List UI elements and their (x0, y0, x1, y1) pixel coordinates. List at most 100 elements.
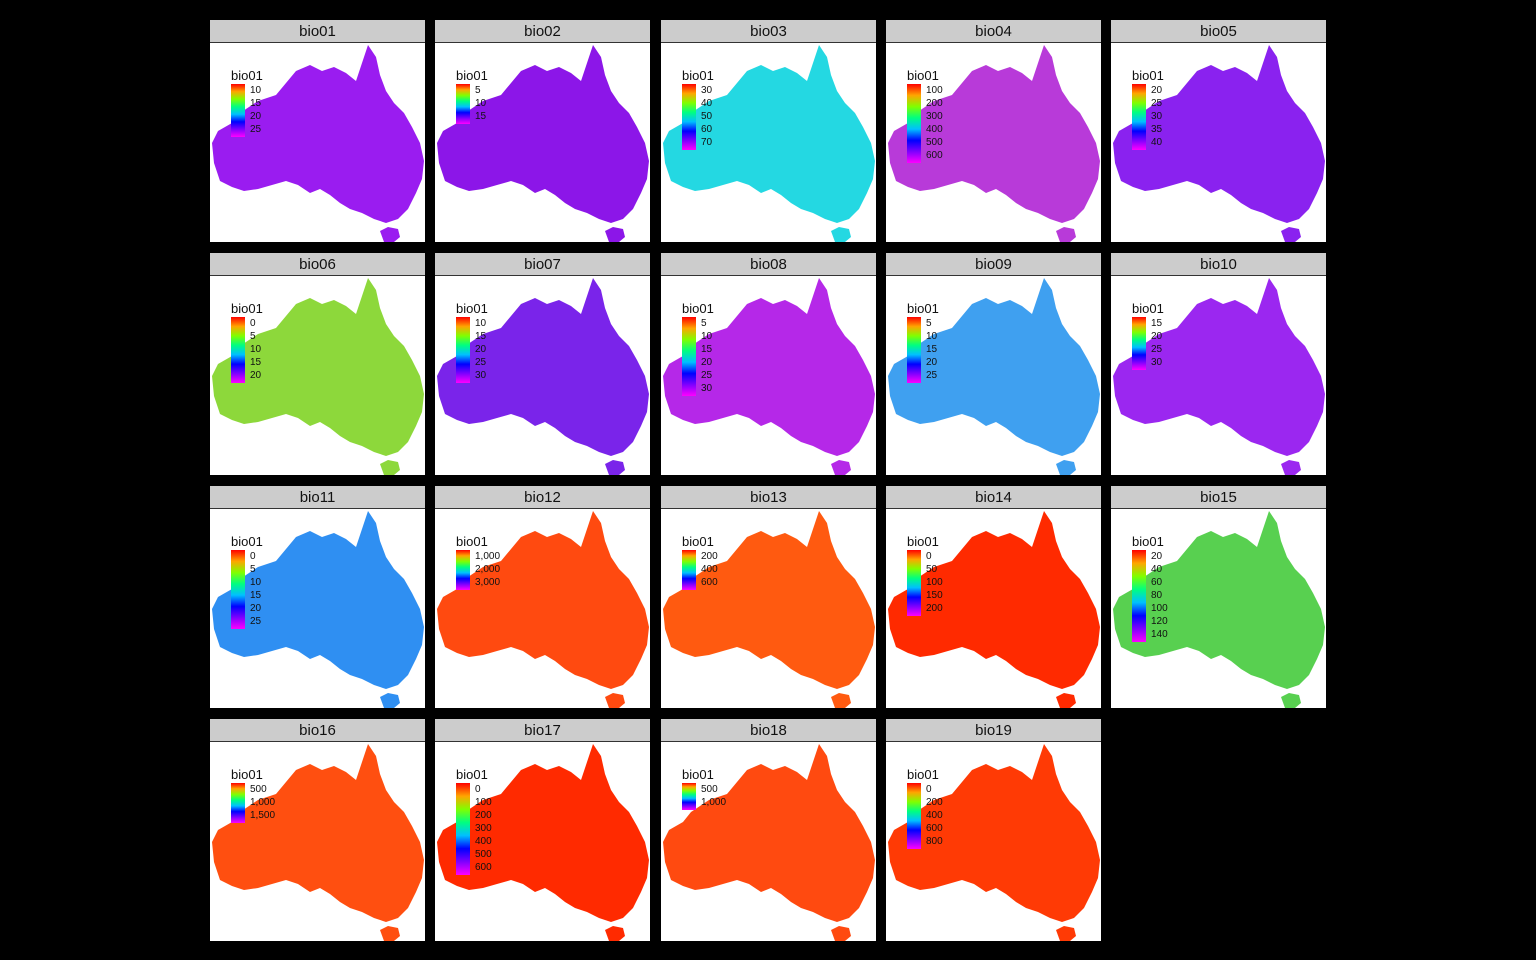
mainland-raster (888, 511, 1100, 689)
legend-title: bio01 (456, 68, 488, 83)
mainland-raster (437, 511, 649, 689)
map-panel-bio19: bio19 bio01 0 200 400 600 800 (886, 719, 1101, 941)
tasmania-raster (1056, 227, 1076, 242)
panel-title: bio16 (210, 719, 425, 742)
legend-color-bar (907, 550, 921, 616)
tasmania-raster (1056, 693, 1076, 708)
panel-title: bio11 (210, 486, 425, 509)
australia-map (663, 45, 875, 242)
australia-map (663, 744, 875, 941)
legend-tick-label: 15 (250, 590, 262, 601)
legend-tick-label: 25 (701, 370, 713, 381)
mainland-raster (888, 744, 1100, 922)
australia-map (1113, 45, 1325, 242)
panel-title: bio06 (210, 253, 425, 276)
legend-tick-label: 10 (250, 85, 262, 96)
legend-tick-label: 15 (701, 344, 713, 355)
map-panel-bio09: bio09 bio01 5 10 15 20 25 (886, 253, 1101, 475)
legend-color-bar (907, 84, 921, 163)
legend-tick-label: 0 (475, 784, 481, 795)
legend-tick-label: 20 (1151, 85, 1163, 96)
panel-title: bio15 (1111, 486, 1326, 509)
mainland-raster (888, 45, 1100, 223)
panel-title: bio02 (435, 20, 650, 43)
legend-tick-label: 30 (475, 370, 487, 381)
legend-color-bar (456, 783, 470, 875)
tasmania-raster (831, 926, 851, 941)
tasmania-raster (1281, 227, 1301, 242)
mainland-raster (663, 278, 875, 456)
map-panel-bio02: bio02 bio01 5 10 15 (435, 20, 650, 242)
legend-tick-label: 1,000 (701, 797, 727, 808)
legend-tick-label: 300 (926, 111, 943, 122)
mainland-raster (212, 45, 424, 223)
legend-tick-label: 20 (701, 357, 713, 368)
australia-map (437, 45, 649, 242)
tasmania-raster (1281, 460, 1301, 475)
legend-tick-label: 15 (1151, 318, 1163, 329)
mainland-raster (663, 511, 875, 689)
legend-tick-label: 300 (475, 823, 492, 834)
legend-color-bar (231, 84, 245, 137)
mainland-raster (437, 744, 649, 922)
mainland-raster (663, 45, 875, 223)
map-panel-bio12: bio12 bio01 1,000 2,000 3,000 (435, 486, 650, 708)
legend-color-bar (682, 550, 696, 590)
legend-tick-label: 200 (701, 551, 718, 562)
legend-color-bar (456, 317, 470, 383)
legend-tick-label: 25 (1151, 344, 1163, 355)
australia-map (888, 278, 1100, 475)
map-panel-bio13: bio13 bio01 200 400 600 (661, 486, 876, 708)
panel-title: bio10 (1111, 253, 1326, 276)
legend-tick-label: 400 (475, 836, 492, 847)
tasmania-raster (380, 460, 400, 475)
mainland-raster (1113, 511, 1325, 689)
legend-tick-label: 100 (926, 577, 943, 588)
tasmania-raster (605, 926, 625, 941)
map-panel-bio04: bio04 bio01 100 200 300 400 500 600 (886, 20, 1101, 242)
legend-tick-label: 30 (701, 383, 713, 394)
legend-tick-label: 500 (250, 784, 267, 795)
legend-title: bio01 (907, 767, 939, 782)
tasmania-raster (380, 926, 400, 941)
australia-map (212, 278, 424, 475)
legend-tick-label: 30 (701, 85, 713, 96)
legend-tick-label: 400 (701, 564, 718, 575)
legend-title: bio01 (1132, 301, 1164, 316)
legend-tick-label: 0 (926, 551, 932, 562)
australia-map (437, 278, 649, 475)
map-panel-bio15: bio15 bio01 20 40 60 80 100 120 140 (1111, 486, 1326, 708)
map-panel-bio06: bio06 bio01 0 5 10 15 20 (210, 253, 425, 475)
panel-title: bio18 (661, 719, 876, 742)
legend-title: bio01 (1132, 68, 1164, 83)
legend-color-bar (456, 550, 470, 590)
panel-title: bio04 (886, 20, 1101, 43)
legend-tick-label: 15 (250, 357, 262, 368)
legend-tick-label: 100 (926, 85, 943, 96)
legend-tick-label: 20 (250, 111, 262, 122)
legend-tick-label: 35 (1151, 124, 1163, 135)
legend-tick-label: 20 (926, 357, 938, 368)
legend-tick-label: 5 (250, 564, 256, 575)
legend-title: bio01 (456, 534, 488, 549)
australia-map (212, 744, 424, 941)
legend-tick-label: 140 (1151, 629, 1168, 640)
legend-tick-label: 15 (475, 111, 487, 122)
legend-title: bio01 (682, 301, 714, 316)
legend-title: bio01 (456, 301, 488, 316)
legend-title: bio01 (682, 767, 714, 782)
legend-tick-label: 200 (475, 810, 492, 821)
legend-color-bar (907, 317, 921, 383)
legend-tick-label: 25 (926, 370, 938, 381)
legend-tick-label: 10 (250, 344, 262, 355)
legend-tick-label: 30 (1151, 111, 1163, 122)
panel-title: bio03 (661, 20, 876, 43)
mainland-raster (663, 744, 875, 922)
legend-tick-label: 40 (701, 98, 713, 109)
legend-color-bar (456, 84, 470, 124)
legend-tick-label: 10 (475, 98, 487, 109)
panel-title: bio07 (435, 253, 650, 276)
panel-title: bio05 (1111, 20, 1326, 43)
legend-tick-label: 3,000 (475, 577, 501, 588)
panel-title: bio19 (886, 719, 1101, 742)
